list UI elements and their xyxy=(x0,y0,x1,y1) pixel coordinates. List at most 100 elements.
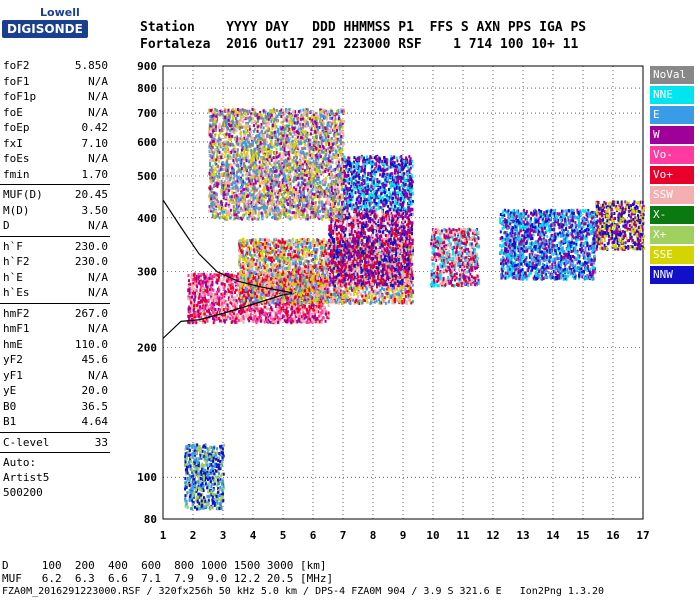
echo-point xyxy=(188,317,191,321)
echo-point xyxy=(305,251,308,255)
echo-point xyxy=(205,281,208,285)
echo-point xyxy=(246,261,249,265)
echo-point xyxy=(349,292,352,296)
echo-point xyxy=(272,292,275,296)
echo-point xyxy=(297,258,300,262)
echo-point xyxy=(339,289,342,293)
echo-point xyxy=(360,299,363,303)
echo-point xyxy=(252,258,255,262)
echo-point xyxy=(234,317,237,321)
echo-point xyxy=(328,294,331,298)
echo-point xyxy=(391,223,394,227)
echo-point xyxy=(380,301,383,305)
echo-point xyxy=(239,288,242,292)
echo-point xyxy=(278,271,281,275)
echo-point xyxy=(307,251,310,255)
echo-point xyxy=(392,301,395,305)
echo-point xyxy=(258,298,261,302)
echo-point xyxy=(254,238,257,242)
echo-point xyxy=(378,300,381,304)
echo-point xyxy=(330,292,333,296)
echo-point xyxy=(287,284,290,288)
echo-point xyxy=(227,285,230,289)
echo-point xyxy=(267,238,270,242)
echo-point xyxy=(396,287,399,291)
echo-point xyxy=(217,307,220,311)
echo-point xyxy=(319,256,322,260)
echo-point xyxy=(241,274,244,278)
echo-point xyxy=(389,294,392,298)
echo-point xyxy=(302,262,305,266)
echo-point xyxy=(287,293,290,297)
echo-point xyxy=(322,305,325,309)
echo-point xyxy=(341,246,344,250)
x-tick-label: 14 xyxy=(546,529,560,542)
echo-point xyxy=(352,286,355,290)
echo-point xyxy=(260,308,263,312)
echo-point xyxy=(241,310,244,314)
echo-point xyxy=(295,272,298,276)
echo-point xyxy=(371,268,374,272)
echo-point xyxy=(357,265,360,269)
echo-point xyxy=(222,314,225,318)
echo-point xyxy=(299,270,302,274)
echo-point xyxy=(290,298,293,302)
echo-point xyxy=(281,310,284,314)
echo-point xyxy=(298,307,301,311)
param-row: MUF(D) 20.45 xyxy=(0,187,110,203)
echo-point xyxy=(306,299,309,303)
echo-point xyxy=(308,296,311,300)
echo-point xyxy=(238,257,241,261)
param-row: foE N/A xyxy=(0,105,110,121)
echo-point xyxy=(316,316,319,320)
echo-point xyxy=(367,295,370,299)
echo-point xyxy=(247,284,250,288)
x-tick-label: 6 xyxy=(310,529,317,542)
echo-point xyxy=(312,319,315,323)
echo-point xyxy=(241,250,244,254)
echo-point xyxy=(248,262,251,266)
echo-point xyxy=(207,293,210,297)
echo-point xyxy=(248,286,251,290)
echo-point xyxy=(242,266,245,270)
echo-point xyxy=(254,306,257,310)
echo-point xyxy=(286,297,289,301)
echo-point xyxy=(231,276,234,280)
echo-point xyxy=(382,238,385,242)
echo-point xyxy=(293,259,296,263)
echo-point xyxy=(240,275,243,279)
echo-point xyxy=(373,220,376,224)
echo-point xyxy=(250,300,253,304)
echo-point xyxy=(317,314,320,318)
echo-point xyxy=(317,268,320,272)
echo-point xyxy=(384,291,387,295)
echo-point xyxy=(344,293,347,297)
echo-point xyxy=(204,289,207,293)
echo-point xyxy=(344,288,347,292)
echo-point xyxy=(273,280,276,284)
echo-point xyxy=(299,297,302,301)
echo-point xyxy=(302,249,305,253)
echo-point xyxy=(260,292,263,296)
echo-point xyxy=(199,312,202,316)
echo-point xyxy=(375,299,378,303)
echo-point xyxy=(256,286,259,290)
echo-point xyxy=(251,304,254,308)
echo-point xyxy=(320,321,323,325)
echo-point xyxy=(266,312,269,316)
echo-point xyxy=(281,255,284,259)
echo-point xyxy=(250,271,253,275)
echo-point xyxy=(273,240,276,244)
echo-point xyxy=(337,295,340,299)
echo-point xyxy=(213,303,216,307)
echo-point xyxy=(293,289,296,293)
echo-point xyxy=(401,300,404,304)
echo-point xyxy=(351,265,354,269)
echo-point xyxy=(285,289,288,293)
param-row: yF2 45.6 xyxy=(0,352,110,368)
echo-point xyxy=(258,240,261,244)
echo-point xyxy=(300,301,303,305)
param-row: fmin 1.70 xyxy=(0,167,110,183)
echo-point xyxy=(391,293,394,297)
echo-point xyxy=(201,280,204,284)
